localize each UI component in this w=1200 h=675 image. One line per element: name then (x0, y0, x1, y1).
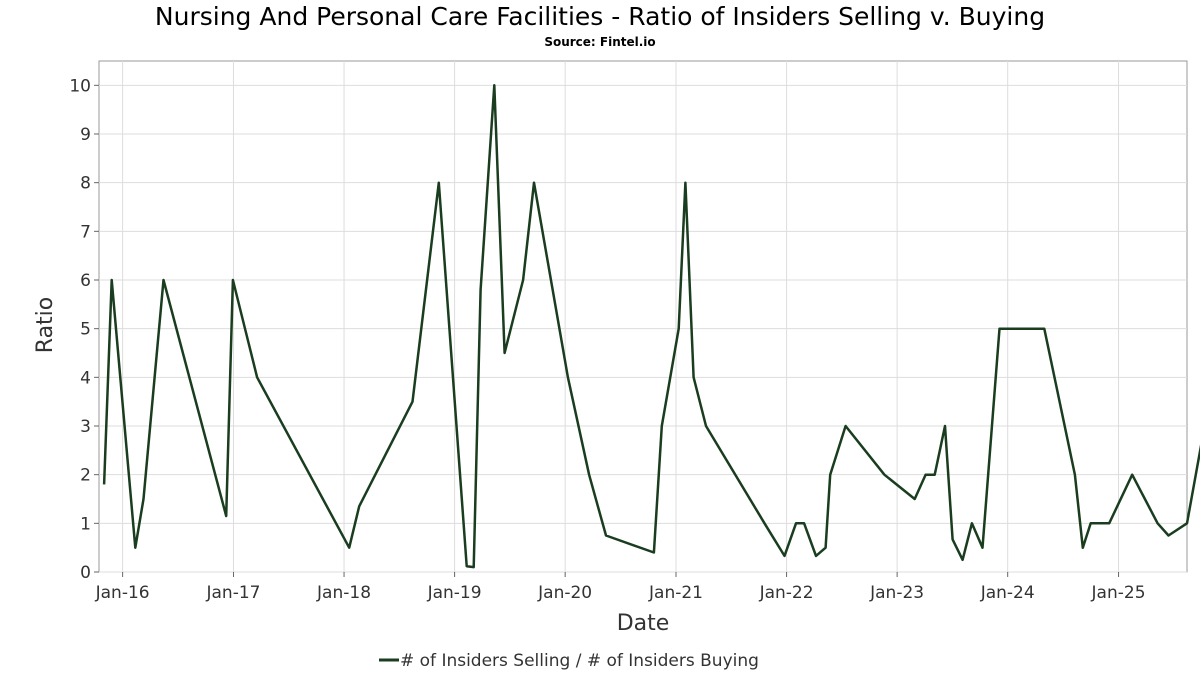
y-tick-label: 8 (80, 174, 91, 194)
x-tick-label: Jan-22 (759, 583, 814, 603)
y-tick-label: 9 (80, 125, 91, 145)
y-axis-ticks: 0 1 2 3 4 5 6 7 8 9 10 (69, 76, 99, 583)
x-tick-label: Jan-25 (1091, 583, 1146, 603)
chart-title: Nursing And Personal Care Facilities - R… (154, 2, 1046, 31)
legend: # of Insiders Selling / # of Insiders Bu… (379, 651, 759, 671)
y-tick-label: 5 (80, 320, 91, 340)
y-tick-label: 1 (80, 514, 91, 534)
x-tick-label: Jan-17 (205, 583, 260, 603)
y-tick-label: 3 (80, 417, 91, 437)
grid-lines (99, 61, 1187, 573)
x-axis-ticks: Jan-16 Jan-17 Jan-18 Jan-19 Jan-20 Jan-21 Jan-… (95, 572, 1146, 603)
series-group (102, 84, 1200, 569)
chart-subtitle: Source: Fintel.io (544, 35, 656, 49)
x-tick-label: Jan-19 (427, 583, 482, 603)
series-line (102, 84, 1200, 569)
x-tick-label: Jan-16 (95, 583, 150, 603)
y-tick-label: 4 (80, 368, 91, 388)
y-tick-label: 6 (80, 271, 91, 291)
x-axis-label: Date (617, 611, 670, 636)
x-tick-label: Jan-23 (869, 583, 924, 603)
x-tick-label: Jan-24 (980, 583, 1035, 603)
y-tick-label: 7 (80, 222, 91, 242)
legend-label: # of Insiders Selling / # of Insiders Bu… (400, 651, 759, 671)
y-axis-label: Ratio (33, 297, 58, 353)
x-tick-label: Jan-18 (316, 583, 371, 603)
y-tick-label: 0 (80, 563, 91, 583)
x-tick-label: Jan-20 (537, 583, 592, 603)
y-tick-label: 2 (80, 466, 91, 486)
plot-area (98, 60, 1188, 573)
y-tick-label: 10 (69, 76, 91, 96)
x-tick-label: Jan-21 (648, 583, 703, 603)
